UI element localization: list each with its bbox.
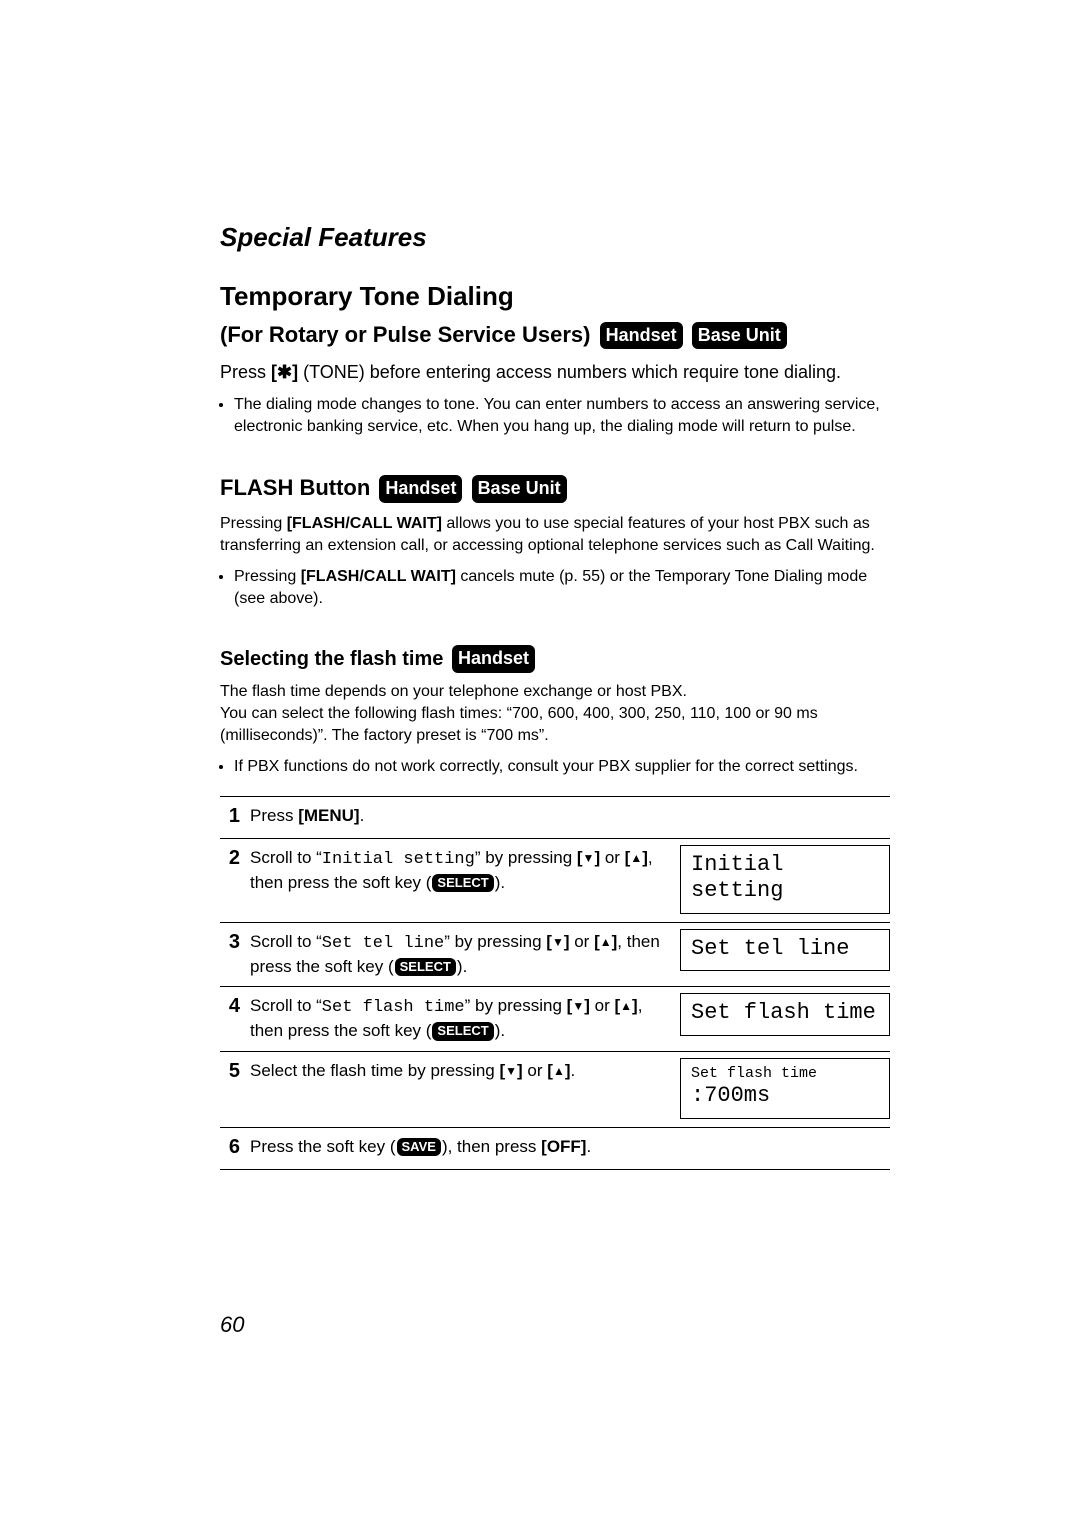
step-text: Scroll to “Set flash time” by pressing [… bbox=[250, 993, 674, 1043]
step-number: 5 bbox=[220, 1058, 244, 1085]
bullet-list-3: If PBX functions do not work correctly, … bbox=[220, 756, 890, 778]
page-number: 60 bbox=[220, 1310, 890, 1340]
text: or bbox=[570, 932, 595, 951]
para-flash-time-desc: The flash time depends on your telephone… bbox=[220, 681, 890, 746]
title-selecting-flash-time: Selecting the flash time Handset bbox=[220, 645, 890, 673]
star-icon: ✱ bbox=[277, 362, 292, 382]
step-text: Select the flash time by pressing [▼] or… bbox=[250, 1058, 674, 1083]
arrow-up-icon: ▲ bbox=[553, 1065, 565, 1077]
step-display-cell: Initial setting bbox=[680, 845, 890, 914]
text: or bbox=[523, 1061, 548, 1080]
title-flash-button: FLASH Button Handset Base Unit bbox=[220, 473, 890, 503]
lcd-display: Set flash time bbox=[680, 993, 890, 1035]
text: ). bbox=[495, 873, 505, 892]
flash-call-wait-label: [FLASH/CALL WAIT] bbox=[301, 568, 456, 585]
save-badge: SAVE bbox=[397, 1138, 441, 1157]
subtitle-rotary-pulse: (For Rotary or Pulse Service Users) Hand… bbox=[220, 320, 890, 350]
text: . bbox=[586, 1137, 591, 1156]
select-badge: SELECT bbox=[395, 958, 456, 977]
lcd-line-2: :700ms bbox=[691, 1083, 879, 1109]
step-display-cell: Set flash time :700ms bbox=[680, 1058, 890, 1118]
text: ” by pressing bbox=[444, 932, 546, 951]
arrow-up-icon: ▲ bbox=[600, 936, 612, 948]
text: ). bbox=[495, 1021, 505, 1040]
text: Scroll to “ bbox=[250, 932, 322, 951]
text: Pressing bbox=[220, 515, 287, 532]
arrow-down-icon: ▼ bbox=[505, 1065, 517, 1077]
text: ” by pressing bbox=[475, 848, 577, 867]
lcd-line-1: Set flash time bbox=[691, 1065, 879, 1083]
badge-handset: Handset bbox=[379, 475, 462, 502]
flash-call-wait-label: [FLASH/CALL WAIT] bbox=[287, 515, 442, 532]
step-row: 4 Scroll to “Set flash time” by pressing… bbox=[220, 986, 890, 1051]
text: (TONE) before entering access numbers wh… bbox=[298, 362, 841, 382]
step-display-cell: Set flash time bbox=[680, 993, 890, 1035]
text: or bbox=[600, 848, 625, 867]
text: Scroll to “ bbox=[250, 996, 322, 1015]
arrow-up-icon: ▲ bbox=[630, 852, 642, 864]
arrow-down-icon: ▼ bbox=[552, 936, 564, 948]
bullet-list-2: Pressing [FLASH/CALL WAIT] cancels mute … bbox=[220, 566, 890, 609]
badge-handset: Handset bbox=[600, 322, 683, 349]
menu-item-code: Set flash time bbox=[322, 998, 465, 1017]
step-text: Scroll to “Initial setting” by pressing … bbox=[250, 845, 674, 895]
step-display-cell: Set tel line bbox=[680, 929, 890, 971]
badge-handset: Handset bbox=[452, 645, 535, 672]
text: ), then press bbox=[442, 1137, 541, 1156]
lcd-display: Set tel line bbox=[680, 929, 890, 971]
list-item: The dialing mode changes to tone. You ca… bbox=[234, 394, 890, 437]
select-badge: SELECT bbox=[432, 874, 493, 893]
lcd-display: Set flash time :700ms bbox=[680, 1058, 890, 1118]
menu-label: [MENU] bbox=[298, 806, 359, 825]
text: Pressing bbox=[234, 568, 301, 585]
step-text: Scroll to “Set tel line” by pressing [▼]… bbox=[250, 929, 674, 979]
text: Scroll to “ bbox=[250, 848, 322, 867]
step-text: Press the soft key (SAVE), then press [O… bbox=[250, 1134, 674, 1159]
step-number: 4 bbox=[220, 993, 244, 1020]
text: . bbox=[571, 1061, 576, 1080]
arrow-down-icon: ▼ bbox=[572, 1000, 584, 1012]
text: Press bbox=[220, 362, 271, 382]
step-row: 2 Scroll to “Initial setting” by pressin… bbox=[220, 838, 890, 922]
lcd-display: Initial setting bbox=[680, 845, 890, 914]
text: Press bbox=[250, 806, 298, 825]
text: or bbox=[590, 996, 615, 1015]
text: . bbox=[360, 806, 365, 825]
step-row: 1 Press [MENU]. bbox=[220, 796, 890, 838]
step-row: 3 Scroll to “Set tel line” by pressing [… bbox=[220, 922, 890, 987]
step-row: 6 Press the soft key (SAVE), then press … bbox=[220, 1127, 890, 1170]
title-text: Selecting the flash time bbox=[220, 648, 443, 670]
subtitle-text: (For Rotary or Pulse Service Users) bbox=[220, 322, 590, 347]
title-text: FLASH Button bbox=[220, 475, 370, 500]
para-flash-desc: Pressing [FLASH/CALL WAIT] allows you to… bbox=[220, 513, 890, 556]
title-temporary-tone: Temporary Tone Dialing bbox=[220, 279, 890, 314]
bullet-list-1: The dialing mode changes to tone. You ca… bbox=[220, 394, 890, 437]
list-item: If PBX functions do not work correctly, … bbox=[234, 756, 890, 778]
step-number: 1 bbox=[220, 803, 244, 830]
list-item: Pressing [FLASH/CALL WAIT] cancels mute … bbox=[234, 566, 890, 609]
step-row: 5 Select the flash time by pressing [▼] … bbox=[220, 1051, 890, 1126]
text: ). bbox=[457, 957, 467, 976]
text: Select the flash time by pressing bbox=[250, 1061, 499, 1080]
select-badge: SELECT bbox=[432, 1022, 493, 1041]
step-number: 6 bbox=[220, 1134, 244, 1161]
step-number: 3 bbox=[220, 929, 244, 956]
step-number: 2 bbox=[220, 845, 244, 872]
steps-table: 1 Press [MENU]. 2 Scroll to “Initial set… bbox=[220, 796, 890, 1170]
off-label: [OFF] bbox=[541, 1137, 586, 1156]
arrow-down-icon: ▼ bbox=[583, 852, 595, 864]
badge-base-unit: Base Unit bbox=[472, 475, 567, 502]
para-tone-instruction: Press [✱] (TONE) before entering access … bbox=[220, 360, 890, 384]
badge-base-unit: Base Unit bbox=[692, 322, 787, 349]
menu-item-code: Set tel line bbox=[322, 934, 444, 953]
step-text: Press [MENU]. bbox=[250, 803, 674, 828]
text: Press the soft key ( bbox=[250, 1137, 396, 1156]
arrow-up-icon: ▲ bbox=[620, 1000, 632, 1012]
menu-item-code: Initial setting bbox=[322, 850, 475, 869]
section-header: Special Features bbox=[220, 220, 890, 255]
text: ” by pressing bbox=[465, 996, 567, 1015]
